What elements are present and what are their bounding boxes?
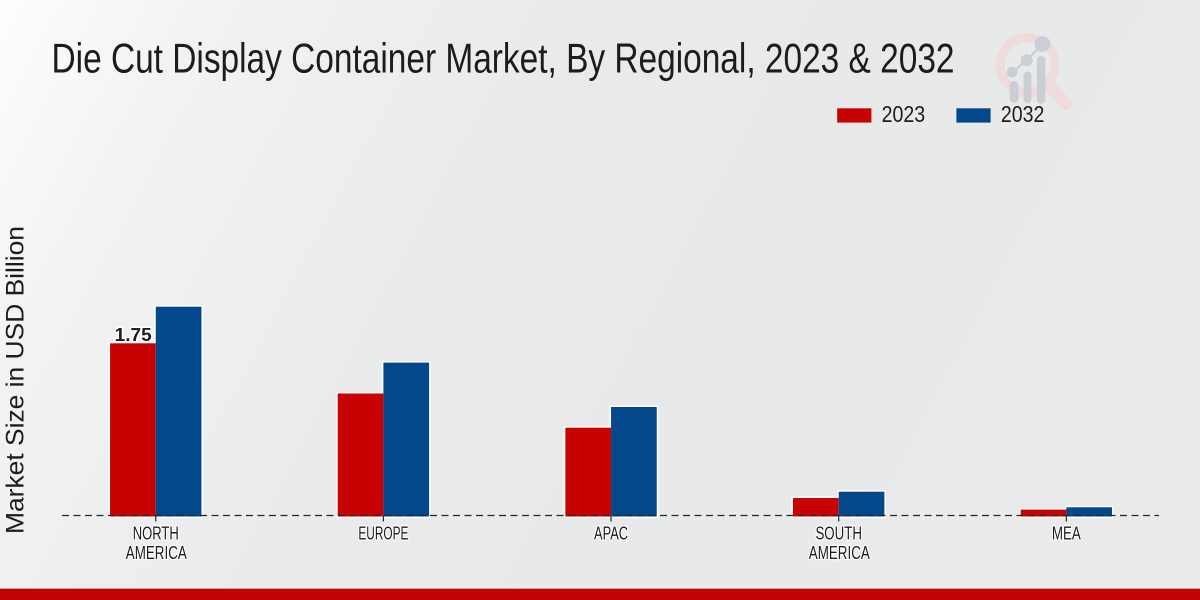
svg-text:Die Cut Display Container Mark: Die Cut Display Container Market, By Reg… [52,36,955,82]
svg-text:Market Size in USD Billion: Market Size in USD Billion [3,226,30,534]
svg-text:NORTH: NORTH [133,523,179,544]
svg-text:AMERICA: AMERICA [809,542,870,563]
svg-text:1.75: 1.75 [115,324,152,345]
svg-text:MEA: MEA [1052,523,1081,544]
svg-text:APAC: APAC [594,523,628,544]
svg-text:SOUTH: SOUTH [815,523,862,544]
svg-text:AMERICA: AMERICA [126,542,187,563]
svg-text:2032: 2032 [1001,101,1045,127]
svg-text:EUROPE: EUROPE [358,523,408,544]
svg-text:2023: 2023 [882,101,926,127]
